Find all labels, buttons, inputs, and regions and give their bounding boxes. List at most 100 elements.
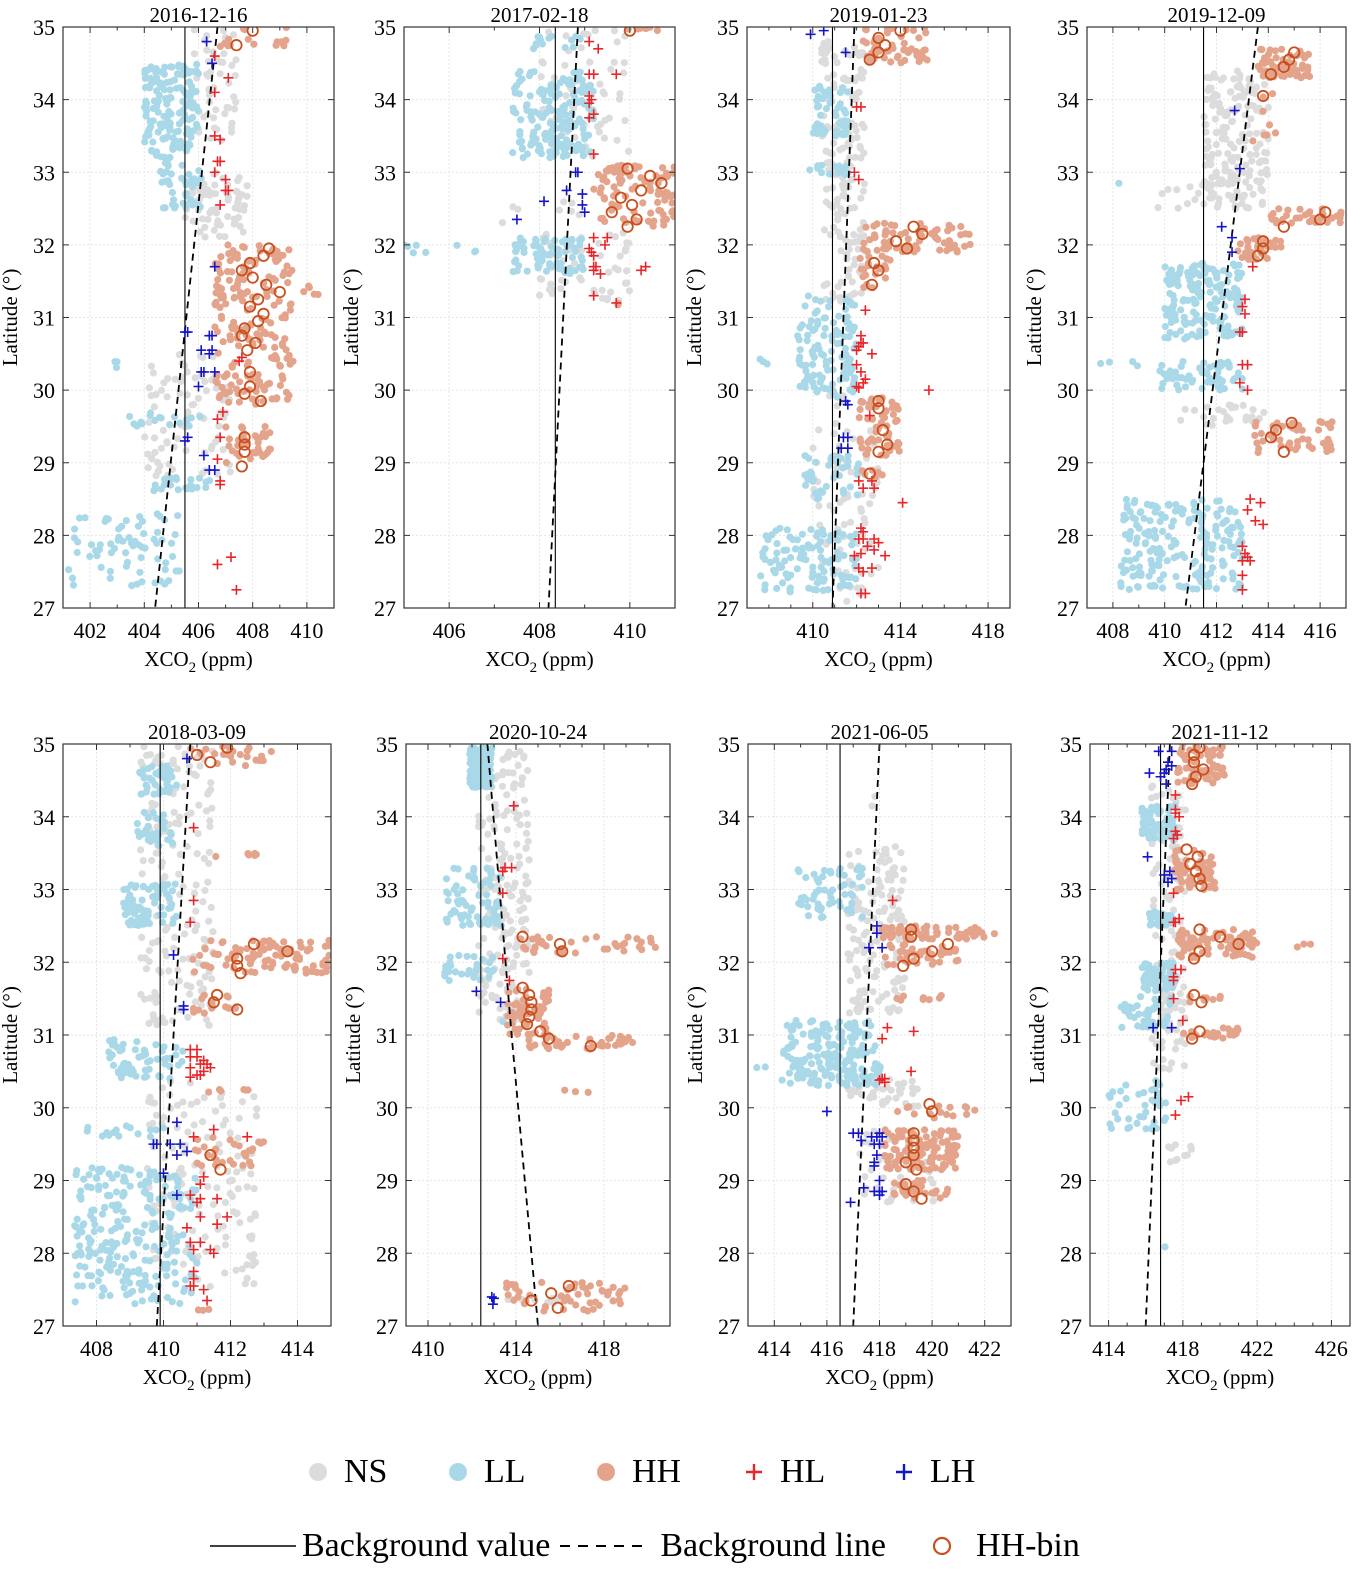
point-LL (152, 1272, 160, 1280)
point-NS (1219, 408, 1228, 416)
point-HH (862, 27, 870, 34)
point-LL (140, 1188, 148, 1196)
y-axis-label: Latitude (°) (339, 269, 363, 367)
point-LL (779, 579, 787, 587)
point-HH (1305, 442, 1313, 450)
point-HL (858, 534, 869, 545)
point-LL (1155, 556, 1163, 564)
point-LL (450, 864, 458, 872)
point-LL (1235, 261, 1243, 269)
point-NS (175, 1167, 183, 1176)
point-HH-bin (614, 191, 627, 204)
x-tick-label: 410 (1148, 618, 1181, 643)
point-LL (515, 138, 524, 146)
point-LL (144, 814, 152, 822)
point-NS (874, 564, 882, 572)
point-LL (1164, 311, 1172, 319)
point-LL (152, 1126, 160, 1134)
point-LL (444, 889, 452, 898)
y-tick-label: 34 (374, 88, 396, 113)
point-NS (179, 1098, 187, 1106)
point-NS (525, 856, 533, 864)
point-NS (838, 181, 847, 189)
point-HH-bin (881, 438, 894, 451)
point-HH (1259, 107, 1267, 115)
point-HL (208, 1124, 219, 1135)
point-LH (511, 214, 522, 225)
point-LL (179, 1231, 187, 1239)
point-LL (146, 411, 154, 420)
point-HH (267, 747, 275, 756)
point-NS (1212, 141, 1220, 149)
point-HH (907, 45, 916, 53)
point-LL (484, 920, 492, 929)
point-NS (570, 104, 578, 112)
point-HH (1304, 50, 1312, 59)
point-LL (458, 897, 466, 906)
point-LL (136, 513, 144, 521)
point-LL (159, 1124, 168, 1132)
point-LL (65, 566, 73, 574)
series-LH (1216, 105, 1245, 258)
point-NS (1264, 103, 1272, 112)
point-NS (1203, 403, 1211, 411)
point-NS (852, 90, 860, 99)
y-tick-label: 35 (33, 732, 55, 757)
point-HH (212, 852, 220, 861)
point-LL (840, 581, 848, 589)
point-LL (192, 88, 200, 96)
point-LL (1170, 554, 1178, 562)
point-NS (513, 840, 521, 848)
point-NS (180, 930, 189, 938)
point-LL (1159, 379, 1167, 388)
point-LL (1170, 536, 1178, 545)
point-NS (190, 50, 198, 58)
point-LL (579, 265, 587, 273)
point-LL (825, 170, 834, 178)
point-NS (1234, 153, 1242, 161)
point-HH-bin (238, 445, 251, 458)
point-HH (235, 398, 243, 406)
point-LL (1195, 279, 1203, 288)
point-LL (840, 552, 848, 560)
point-LL (165, 1209, 173, 1217)
point-HH (881, 228, 890, 236)
point-NS (199, 190, 207, 198)
point-HH (243, 747, 251, 755)
point-LL (557, 260, 565, 268)
point-LL (844, 452, 852, 460)
point-LL (813, 127, 821, 135)
point-LL (168, 474, 176, 482)
series-HH-bin (605, 27, 668, 233)
point-LL (829, 319, 838, 327)
point-LL (121, 1255, 130, 1263)
point-HH (1275, 205, 1283, 213)
point-NS (595, 128, 603, 136)
y-tick-label: 32 (1057, 233, 1079, 258)
point-LL (819, 488, 827, 496)
point-HH-bin (235, 329, 248, 342)
point-HH (1277, 243, 1285, 251)
point-HH (279, 342, 287, 350)
point-HH (1328, 418, 1336, 426)
point-LL (154, 831, 162, 839)
point-LL (487, 968, 496, 976)
point-NS (137, 990, 145, 999)
point-LL (466, 759, 474, 767)
point-NS (843, 428, 851, 436)
point-LL (404, 242, 412, 250)
point-LL (113, 1239, 121, 1248)
point-NS (520, 752, 528, 760)
point-HH (219, 294, 227, 302)
point-HH (216, 269, 224, 277)
point-NS (218, 1102, 226, 1110)
point-NS (1253, 129, 1261, 137)
point-LL (818, 161, 826, 169)
point-LL (92, 547, 100, 555)
point-HH (289, 357, 297, 365)
point-HL (873, 537, 884, 548)
point-LL (1140, 514, 1148, 523)
point-HH-bin (238, 431, 251, 444)
point-HH-bin (252, 315, 265, 328)
